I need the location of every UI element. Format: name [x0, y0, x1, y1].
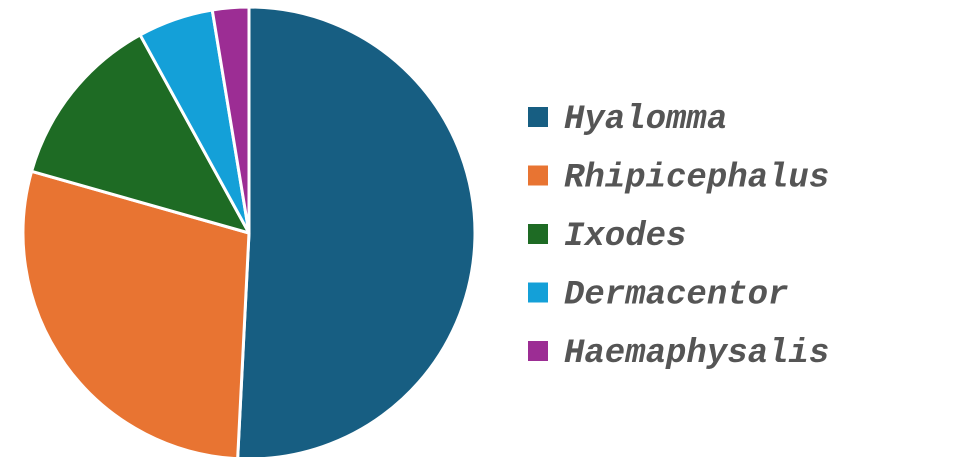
- legend-swatch: [528, 107, 548, 127]
- legend-label: Ixodes: [564, 218, 686, 256]
- legend-swatch: [528, 282, 548, 303]
- legend-label: Hyalomma: [564, 101, 727, 139]
- legend-label: Rhipicephalus: [564, 159, 829, 197]
- legend-label: Haemaphysalis: [564, 335, 829, 373]
- pie-slice: [236, 5, 477, 457]
- legend-swatch: [528, 341, 548, 361]
- pie-slice: [30, 33, 251, 235]
- legend-swatch: [528, 165, 548, 186]
- legend-label: Dermacentor: [564, 276, 788, 314]
- legend-swatch: [528, 224, 548, 244]
- pie-slice: [21, 169, 251, 457]
- pie-slice: [210, 5, 251, 235]
